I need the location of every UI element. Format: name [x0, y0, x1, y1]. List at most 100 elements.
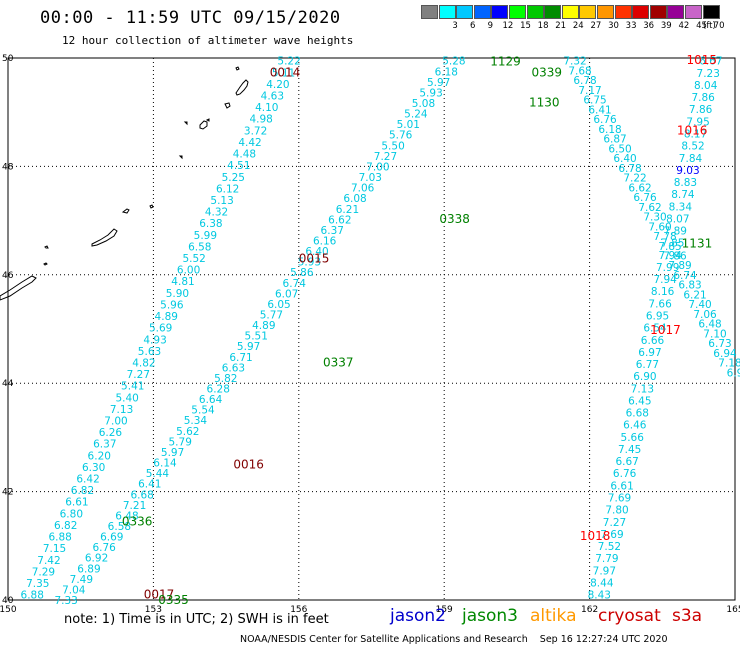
wave-height-value: 5.96 — [160, 299, 184, 311]
pass-time-label: 0336 — [122, 514, 153, 528]
wave-height-value: 4.42 — [238, 137, 261, 149]
wave-height-value: 6.61 — [610, 480, 633, 492]
wave-height-value: 6.45 — [628, 395, 651, 407]
wave-height-value: 6.58 — [188, 241, 211, 253]
lat-tick-label: 50 — [2, 54, 14, 64]
wave-height-value: 7.13 — [110, 404, 133, 416]
wave-height-value: 4.20 — [266, 79, 289, 91]
wave-height-value: 5.41 — [121, 381, 144, 393]
lon-tick-label: 165 — [726, 605, 740, 615]
island-1 — [236, 67, 239, 70]
wave-height-value: 7.35 — [26, 578, 49, 590]
wave-height-value: 8.52 — [681, 141, 704, 153]
wave-height-value: 7.15 — [43, 543, 66, 555]
wave-height-value: 4.10 — [255, 102, 278, 114]
wave-height-value: 4.93 — [143, 334, 166, 346]
wave-height-value: 6.9 — [727, 367, 740, 379]
wave-height-value: 6.38 — [199, 218, 222, 230]
pass-time-label: 0338 — [439, 212, 470, 226]
wave-height-value: 7.86 — [689, 104, 713, 116]
island-5 — [207, 119, 209, 121]
lat-tick-label: 48 — [2, 162, 14, 172]
lon-tick-label: 150 — [0, 605, 17, 615]
wave-height-value: 7.45 — [618, 444, 641, 456]
wave-height-value: 5.13 — [210, 195, 233, 207]
wave-height-value: 6.12 — [216, 183, 239, 195]
units-note: note: 1) Time is in UTC; 2) SWH is in fe… — [64, 612, 329, 627]
wave-height-value: 4.89 — [155, 311, 178, 323]
wave-height-value: 4.32 — [205, 207, 228, 219]
wave-height-map: 150153156159162165404244464850 5.225.114… — [0, 0, 740, 650]
pass-time-label: 1017 — [650, 323, 681, 337]
wave-height-value: 7.86 — [691, 92, 715, 104]
wave-height-value: 5.63 — [138, 346, 161, 358]
pass-time-label: 1130 — [529, 95, 560, 109]
wave-height-value: 5.52 — [182, 253, 205, 265]
wave-height-value: 5.69 — [149, 323, 172, 335]
island-10 — [92, 229, 117, 246]
lat-tick-label: 42 — [2, 488, 13, 498]
island-4 — [200, 121, 207, 129]
island-7 — [180, 156, 182, 158]
pass-time-label: 1131 — [682, 236, 713, 250]
wave-height-value: 6.46 — [623, 420, 647, 432]
satellite-label-s3a: s3a — [672, 606, 702, 626]
island-9 — [123, 209, 129, 213]
wave-height-value: 8.16 — [651, 286, 675, 298]
wave-height-value: 6.82 — [54, 520, 77, 532]
wave-height-value: 6.30 — [82, 462, 105, 474]
wave-height-value: 8.74 — [671, 189, 695, 201]
wave-height-value: 5.99 — [194, 230, 217, 242]
wave-height-value: 6.76 — [613, 468, 637, 480]
wave-height-value: 6.26 — [99, 427, 123, 439]
wave-height-value: 7.66 — [648, 298, 672, 310]
island-6 — [185, 122, 187, 124]
wave-height-value: 4.98 — [249, 114, 272, 126]
wave-height-value: 6.90 — [633, 371, 656, 383]
wave-height-value: 9.03 — [676, 165, 699, 177]
island-12 — [44, 263, 47, 265]
wave-height-value: 7.97 — [593, 565, 616, 577]
wave-height-value: 4.82 — [132, 357, 155, 369]
wave-height-value: 8.04 — [694, 80, 718, 92]
wave-height-value: 4.51 — [227, 160, 250, 172]
wave-height-value: 6.97 — [638, 347, 661, 359]
wave-height-value: 7.29 — [32, 566, 55, 578]
wave-height-value: 7.33 — [54, 595, 77, 607]
wave-height-value: 5.40 — [115, 392, 138, 404]
wave-height-value: 6.42 — [76, 474, 99, 486]
wave-height-value: 6.20 — [88, 450, 111, 462]
wave-height-value: 6.80 — [60, 508, 83, 520]
satellite-label-altika: altika — [530, 606, 577, 626]
wave-height-value: 8.43 — [588, 590, 611, 602]
wave-height-value: 8.83 — [674, 177, 697, 189]
island-2 — [236, 80, 248, 95]
wave-height-value: 5.66 — [621, 432, 645, 444]
wave-height-value: 7.42 — [37, 555, 60, 567]
pass-time-label: 1016 — [677, 124, 708, 138]
satellite-label-cryosat: cryosat — [598, 606, 661, 626]
wave-height-value: 7.80 — [605, 505, 628, 517]
pass-time-label: 0337 — [323, 356, 354, 370]
satellite-label-jason3: jason3 — [462, 606, 518, 626]
wave-height-value: 4.48 — [233, 149, 256, 161]
island-8 — [150, 205, 153, 208]
wave-height-value: 6.88 — [48, 532, 71, 544]
pass-time-label: 1129 — [490, 55, 521, 69]
pass-time-label: 0339 — [531, 66, 562, 80]
wave-height-value: 4.63 — [261, 91, 284, 103]
island-11 — [45, 246, 48, 248]
pass-time-label: 0015 — [299, 251, 330, 265]
lon-tick-label: 162 — [581, 605, 598, 615]
wave-height-value: 7.84 — [679, 153, 703, 165]
wave-height-value: 6.67 — [615, 456, 638, 468]
coastline — [0, 67, 248, 300]
wave-height-value: 6.82 — [71, 485, 94, 497]
island-3 — [225, 103, 230, 108]
wave-height-value: 4.81 — [171, 276, 194, 288]
lat-tick-label: 44 — [2, 379, 14, 389]
wave-height-value: 8.44 — [590, 577, 614, 589]
wave-height-value: 6.77 — [636, 359, 659, 371]
wave-height-value: 5.90 — [166, 288, 189, 300]
